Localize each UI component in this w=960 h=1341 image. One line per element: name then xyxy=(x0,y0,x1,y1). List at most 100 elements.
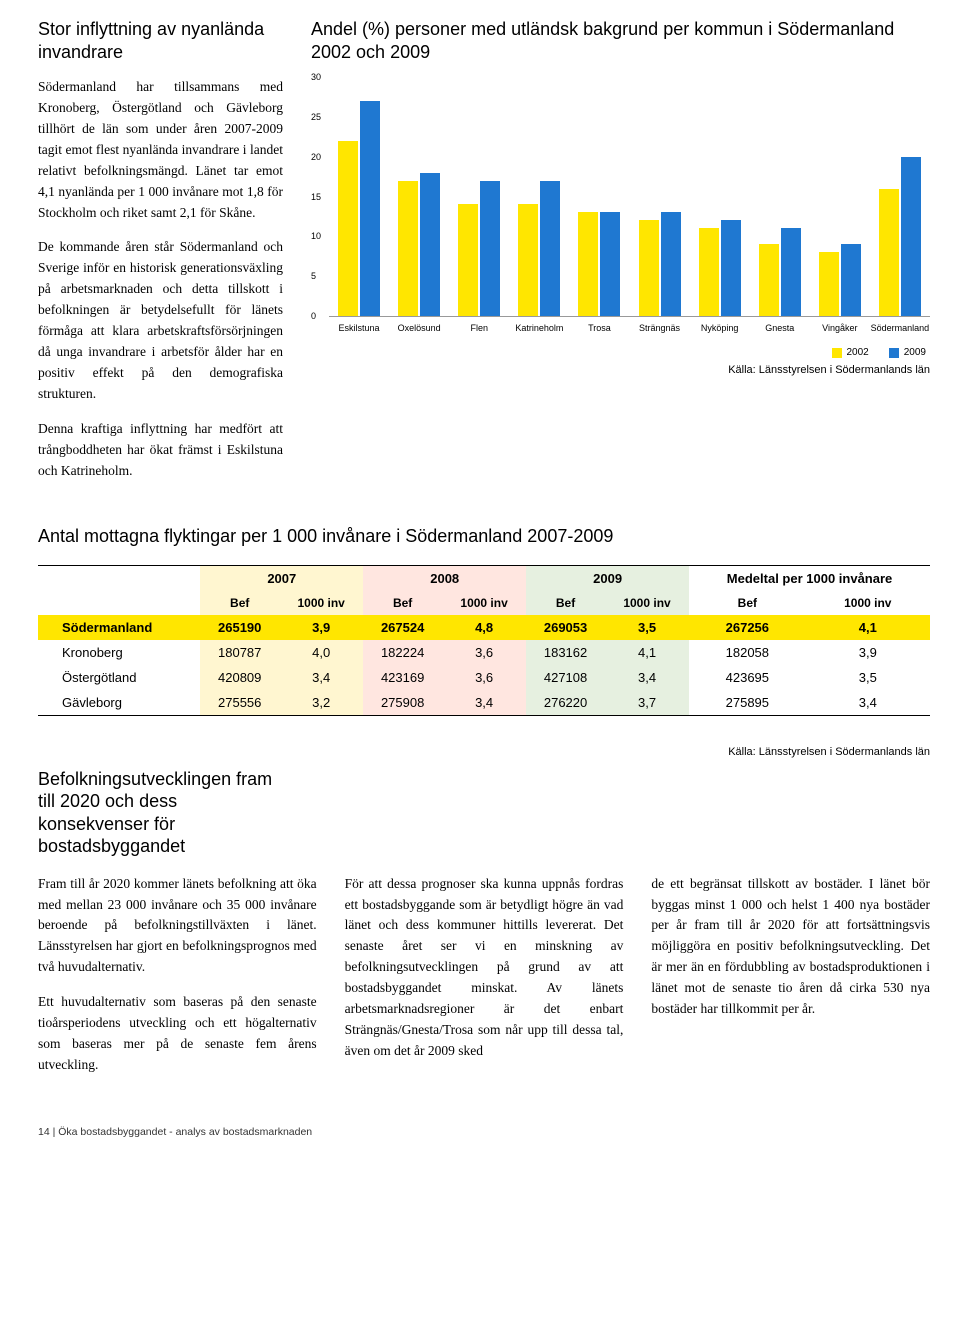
x-label: Nyköping xyxy=(690,323,750,333)
bar xyxy=(420,173,440,316)
table-cell: 3,5 xyxy=(806,665,930,690)
bar xyxy=(518,204,538,316)
bar xyxy=(639,220,659,316)
chart-source: Källa: Länsstyrelsen i Södermanlands län xyxy=(311,364,930,376)
refugee-table: 2007 2008 2009 Medeltal per 1000 invånar… xyxy=(38,565,930,716)
bottom-c3: de ett begränsat tillskott av bostäder. … xyxy=(651,874,930,1020)
bar-group xyxy=(750,77,810,316)
paragraph-3: Denna kraftiga inflyttning har medfört a… xyxy=(38,419,283,482)
bottom-col-2: För att dessa prognoser ska kunna uppnås… xyxy=(345,874,624,1090)
table-cell: 3,9 xyxy=(279,615,363,640)
paragraph-2: De kommande åren står Södermanland och S… xyxy=(38,237,283,404)
bar xyxy=(600,212,620,316)
table-cell: 423169 xyxy=(363,665,442,690)
table-cell: 183162 xyxy=(526,640,605,665)
table-cell: 267256 xyxy=(689,615,806,640)
y-tick: 10 xyxy=(311,231,321,241)
year-2008: 2008 xyxy=(363,565,526,591)
table-cell: 3,6 xyxy=(442,640,526,665)
table-cell: 427108 xyxy=(526,665,605,690)
bottom-c1-p1: Fram till år 2020 kommer länets befolkni… xyxy=(38,874,317,979)
table-cell: 3,4 xyxy=(279,665,363,690)
table-cell: 182224 xyxy=(363,640,442,665)
table-cell: 4,1 xyxy=(806,615,930,640)
table-row: Gävleborg2755563,22759083,42762203,72758… xyxy=(38,690,930,716)
y-tick: 15 xyxy=(311,192,321,202)
table-cell: 3,2 xyxy=(279,690,363,716)
bar xyxy=(699,228,719,316)
left-heading: Stor inflyttning av nyanlända invandrare xyxy=(38,18,283,63)
left-column: Stor inflyttning av nyanlända invandrare… xyxy=(38,18,283,496)
bar-chart: 051015202530 EskilstunaOxelösundFlenKatr… xyxy=(311,77,930,376)
bottom-col-3: de ett begränsat tillskott av bostäder. … xyxy=(651,874,930,1090)
table-cell: 267524 xyxy=(363,615,442,640)
bar xyxy=(578,212,598,316)
table-cell: 265190 xyxy=(200,615,279,640)
legend-item: 2009 xyxy=(889,347,926,358)
table-cell: 182058 xyxy=(689,640,806,665)
y-tick: 30 xyxy=(311,72,321,82)
row-label: Gävleborg xyxy=(38,690,200,716)
bar xyxy=(540,181,560,316)
x-label: Eskilstuna xyxy=(329,323,389,333)
table-row: Kronoberg1807874,01822243,61831624,11820… xyxy=(38,640,930,665)
table-row: Södermanland2651903,92675244,82690533,52… xyxy=(38,615,930,640)
bottom-c1-p2: Ett huvudalternativ som baseras på den s… xyxy=(38,992,317,1076)
year-2009: 2009 xyxy=(526,565,689,591)
x-label: Gnesta xyxy=(750,323,810,333)
bottom-col-1: Fram till år 2020 kommer länets befolkni… xyxy=(38,874,317,1090)
page-footer: 14 | Öka bostadsbyggandet - analys av bo… xyxy=(38,1126,930,1138)
legend-item: 2002 xyxy=(832,347,869,358)
bar xyxy=(759,244,779,316)
table-cell: 4,0 xyxy=(279,640,363,665)
table-cell: 4,8 xyxy=(442,615,526,640)
table-cell: 3,9 xyxy=(806,640,930,665)
bar-group xyxy=(449,77,509,316)
table-cell: 275895 xyxy=(689,690,806,716)
bar xyxy=(458,204,478,316)
x-label: Trosa xyxy=(569,323,629,333)
bar xyxy=(480,181,500,316)
y-tick: 25 xyxy=(311,112,321,122)
year-2007: 2007 xyxy=(200,565,363,591)
table-cell: 3,6 xyxy=(442,665,526,690)
bar xyxy=(360,101,380,316)
bar-group xyxy=(569,77,629,316)
bar xyxy=(901,157,921,316)
row-label: Kronoberg xyxy=(38,640,200,665)
table-cell: 3,4 xyxy=(442,690,526,716)
bar xyxy=(721,220,741,316)
row-label: Östergötland xyxy=(38,665,200,690)
bar xyxy=(661,212,681,316)
table-cell: 269053 xyxy=(526,615,605,640)
legend-label: 2009 xyxy=(904,347,926,358)
table-cell: 420809 xyxy=(200,665,279,690)
x-label: Strängnäs xyxy=(629,323,689,333)
bar xyxy=(398,181,418,316)
chart-column: Andel (%) personer med utländsk bakgrund… xyxy=(311,18,930,496)
table-cell: 3,7 xyxy=(605,690,689,716)
legend-label: 2002 xyxy=(847,347,869,358)
bottom-c2: För att dessa prognoser ska kunna uppnås… xyxy=(345,874,624,1062)
table-row: Östergötland4208093,44231693,64271083,44… xyxy=(38,665,930,690)
row-label: Södermanland xyxy=(38,615,200,640)
y-tick: 5 xyxy=(311,271,316,281)
table-source: Källa: Länsstyrelsen i Södermanlands län xyxy=(38,746,930,758)
table-cell: 276220 xyxy=(526,690,605,716)
x-label: Södermanland xyxy=(870,323,930,333)
table-cell: 180787 xyxy=(200,640,279,665)
table-cell: 275908 xyxy=(363,690,442,716)
x-label: Oxelösund xyxy=(389,323,449,333)
bar xyxy=(841,244,861,316)
table-cell: 4,1 xyxy=(605,640,689,665)
bar-group xyxy=(690,77,750,316)
avg-header: Medeltal per 1000 invånare xyxy=(689,565,930,591)
bar xyxy=(879,189,899,316)
bottom-heading: Befolkningsutvecklingen fram till 2020 o… xyxy=(38,768,283,858)
bar-group xyxy=(810,77,870,316)
legend-swatch xyxy=(832,348,842,358)
table-cell: 3,4 xyxy=(605,665,689,690)
legend-swatch xyxy=(889,348,899,358)
chart-title: Andel (%) personer med utländsk bakgrund… xyxy=(311,18,930,63)
table-heading: Antal mottagna flyktingar per 1 000 invå… xyxy=(38,526,930,547)
